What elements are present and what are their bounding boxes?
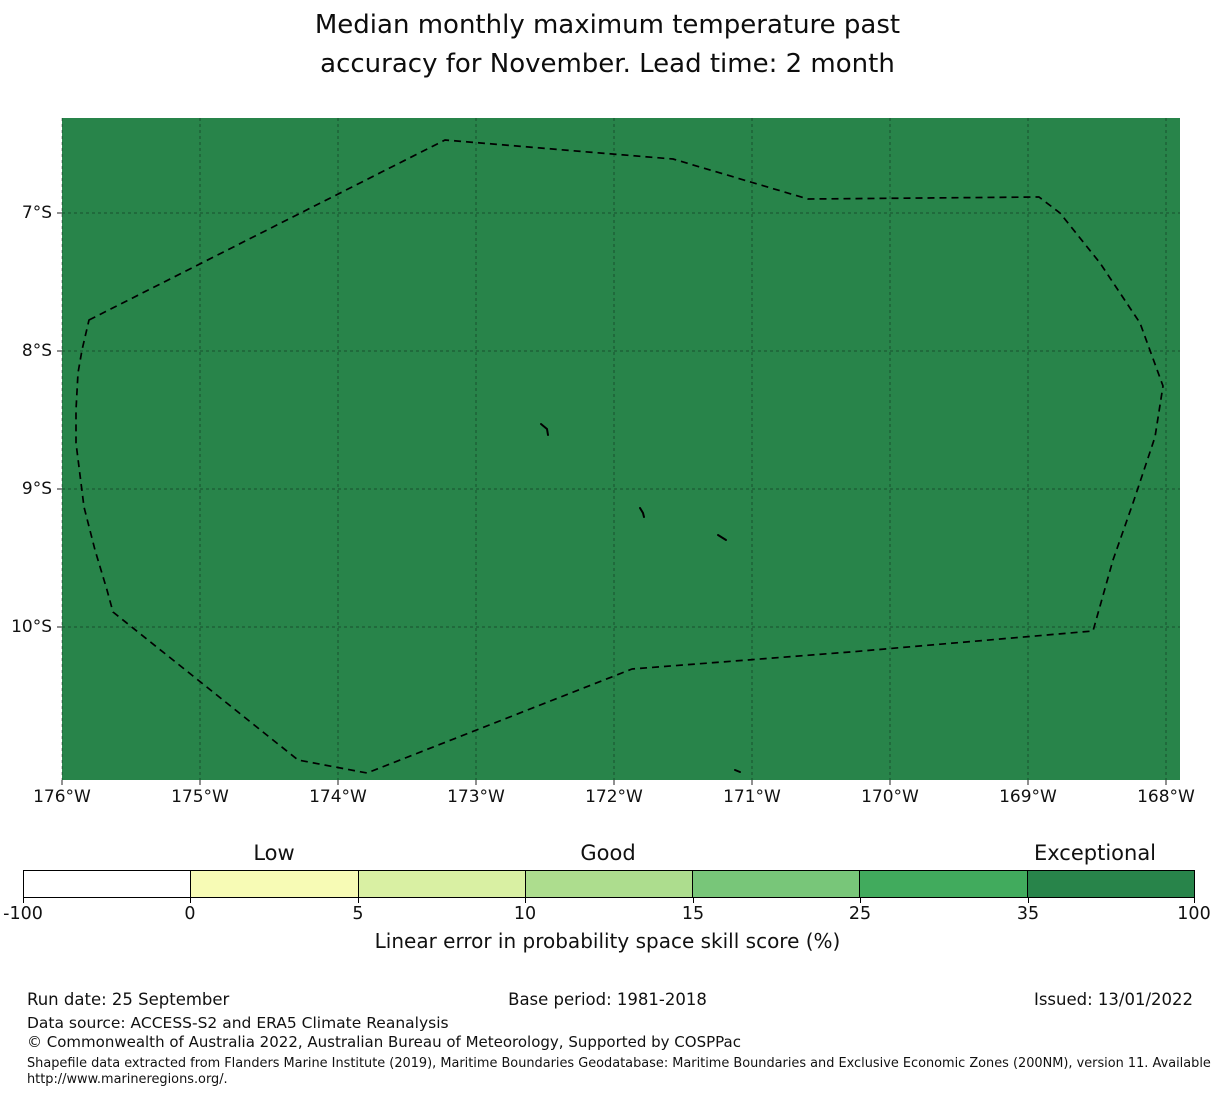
island-mark	[639, 507, 645, 518]
colorbar-segment	[1027, 871, 1194, 897]
footer-base-period: Base period: 1981-2018	[508, 990, 707, 1009]
colorbar-tick-label-5: 5	[352, 904, 364, 924]
colorbar-axis-label: Linear error in probability space skill …	[374, 929, 841, 953]
footer-data-source: Data source: ACCESS-S2 and ERA5 Climate …	[27, 1014, 449, 1032]
x-tick-label-172w: 172°W	[585, 787, 643, 807]
colorbar-tick-label-10: 10	[513, 904, 537, 924]
footer-shapefile-line2: http://www.marineregions.org/.	[27, 1071, 228, 1087]
colorbar-tick	[23, 898, 24, 903]
footer-copyright: © Commonwealth of Australia 2022, Austra…	[27, 1033, 741, 1051]
footer-issued-date: Issued: 13/01/2022	[1033, 990, 1193, 1009]
colorbar-tick	[190, 898, 191, 903]
colorbar-tick	[1194, 898, 1195, 903]
colorbar-segment	[525, 871, 694, 897]
island-mark	[717, 534, 727, 541]
eez-boundary-line	[75, 139, 1164, 774]
x-tick-label-173w: 173°W	[447, 787, 505, 807]
colorbar-segment	[693, 871, 861, 897]
island-mark	[540, 423, 549, 436]
colorbar-segment	[191, 871, 359, 897]
island-mark	[734, 769, 741, 773]
colorbar-tick-label-0: 0	[184, 904, 196, 924]
colorbar-tick	[860, 898, 861, 903]
colorbar-section-label-low: Low	[253, 841, 295, 865]
colorbar	[23, 870, 1195, 898]
colorbar-tick	[693, 898, 694, 903]
colorbar-segment	[860, 871, 1028, 897]
y-tick-label-7s: 7°S	[21, 203, 52, 223]
footer-shapefile-attribution: Shapefile data extracted from Flanders M…	[27, 1056, 1215, 1087]
x-tick-label-174w: 174°W	[309, 787, 367, 807]
x-tick-label-168w: 168°W	[1137, 787, 1195, 807]
map-fill-region	[62, 118, 1180, 780]
y-tick-label-8s: 8°S	[21, 341, 52, 361]
colorbar-tick-label-25: 25	[848, 904, 872, 924]
chart-title-line1: Median monthly maximum temperature past	[314, 10, 901, 40]
map-svg	[57, 118, 1180, 785]
x-tick-label-170w: 170°W	[861, 787, 919, 807]
colorbar-tick	[1028, 898, 1029, 903]
colorbar-tick	[525, 898, 526, 903]
colorbar-tick-label-35: 35	[1016, 904, 1040, 924]
x-tick-label-169w: 169°W	[999, 787, 1057, 807]
colorbar-tick-label-neg100: -100	[3, 904, 43, 924]
colorbar-section-label-good: Good	[580, 841, 636, 865]
colorbar-segment	[358, 871, 526, 897]
chart-title-line2: accuracy for November. Lead time: 2 mont…	[320, 49, 895, 79]
y-tick-label-9s: 9°S	[21, 479, 52, 499]
colorbar-tick-label-100: 100	[1177, 904, 1211, 924]
footer-run-date: Run date: 25 September	[27, 990, 230, 1009]
colorbar-tick	[358, 898, 359, 903]
colorbar-tick-label-15: 15	[681, 904, 705, 924]
map-area	[57, 118, 1180, 785]
x-tick-label-171w: 171°W	[723, 787, 781, 807]
y-tick-label-10s: 10°S	[11, 617, 52, 637]
chart-title: Median monthly maximum temperature past …	[0, 6, 1215, 84]
colorbar-segment	[24, 871, 192, 897]
colorbar-section-label-exceptional: Exceptional	[1033, 841, 1157, 865]
x-tick-label-175w: 175°W	[171, 787, 229, 807]
x-tick-label-176w: 176°W	[33, 787, 91, 807]
footer-shapefile-line1: Shapefile data extracted from Flanders M…	[27, 1056, 1215, 1071]
